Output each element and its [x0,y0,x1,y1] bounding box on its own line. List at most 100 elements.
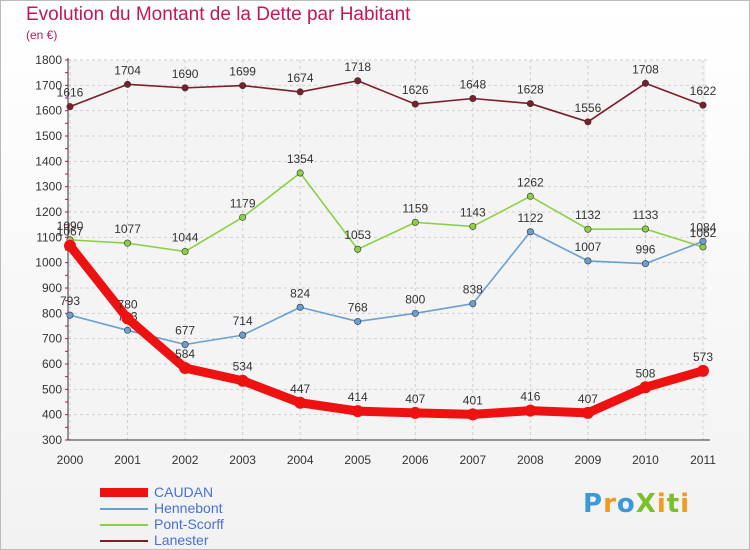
data-point-caudan [524,404,537,417]
legend-swatch-lanester [100,540,148,542]
data-label-lanester: 1699 [229,65,256,79]
data-point-hennebont [411,309,419,317]
x-tick-label: 2011 [690,453,716,467]
data-label-caudan: 401 [463,393,483,407]
y-tick-label: 1300 [35,180,62,194]
y-tick-label: 1700 [35,78,62,92]
data-point-lanester [526,100,534,108]
data-point-pont-scorff [584,225,592,233]
data-label-lanester: 1628 [517,83,544,97]
data-point-hennebont [124,326,132,334]
data-label-caudan: 407 [405,392,425,406]
data-label-hennebont: 1122 [517,211,543,225]
y-tick-label: 1000 [35,256,62,270]
data-label-lanester: 1616 [57,86,84,100]
data-point-pont-scorff [641,225,649,233]
data-label-hennebont: 800 [405,292,425,306]
data-label-hennebont: 793 [60,294,80,308]
data-label-hennebont: 1007 [575,240,602,254]
y-tick-label: 600 [42,357,62,371]
data-point-lanester [181,84,189,92]
data-point-caudan [409,406,422,419]
x-tick-label: 2001 [114,453,141,467]
data-label-caudan: 407 [578,392,598,406]
data-point-pont-scorff [411,218,419,226]
data-point-caudan [351,405,364,418]
data-label-pont-scorff: 1133 [633,208,659,222]
data-point-hennebont [469,300,477,308]
data-point-pont-scorff [469,222,477,230]
data-label-hennebont: 677 [175,323,195,337]
data-point-lanester [124,80,132,88]
x-tick-label: 2008 [517,453,544,467]
data-label-pont-scorff: 1053 [344,228,371,242]
legend: CAUDAN Hennebont Pont-Scorff Lanester [100,484,300,548]
data-label-pont-scorff: 1179 [230,196,256,210]
data-point-caudan [121,312,134,325]
y-tick-label: 1600 [35,104,62,118]
proxiti-logo: ProXiti [583,489,691,519]
y-tick-label: 900 [42,281,62,295]
data-label-lanester: 1674 [287,71,314,85]
data-point-hennebont [699,237,707,245]
series-line-lanester [69,79,704,123]
data-label-caudan: 1067 [57,225,84,239]
data-label-hennebont: 768 [348,300,368,314]
data-label-caudan: 447 [290,382,310,396]
x-tick-label: 2002 [172,453,199,467]
x-tick-label: 2006 [402,453,429,467]
data-point-hennebont [296,303,304,311]
data-label-caudan: 573 [693,350,713,364]
data-point-pont-scorff [354,245,362,253]
legend-label-pont-scorff: Pont-Scorff [154,516,224,532]
data-point-lanester [354,77,362,85]
data-point-hennebont [66,311,74,319]
data-label-pont-scorff: 1077 [114,222,141,236]
data-label-caudan: 416 [520,390,540,404]
data-point-caudan [697,364,709,377]
data-label-hennebont: 838 [463,283,483,297]
data-label-pont-scorff: 1132 [575,208,601,222]
legend-item-caudan: CAUDAN [100,484,300,500]
data-point-pont-scorff [124,239,132,247]
plot-area [68,60,706,440]
data-label-hennebont: 1084 [690,220,717,234]
data-label-caudan: 780 [118,297,138,311]
data-label-caudan: 584 [175,347,195,361]
y-tick-label: 1200 [35,205,62,219]
data-point-pont-scorff [181,248,189,256]
y-tick-label: 1400 [35,154,62,168]
data-point-caudan [581,406,594,419]
data-point-lanester [239,82,247,90]
chart-title: Evolution du Montant de la Dette par Hab… [26,4,411,25]
unit-label: (en €) [26,28,58,42]
data-point-lanester [699,101,707,109]
data-label-pont-scorff: 1044 [172,231,199,245]
y-tick-label: 400 [42,408,62,422]
data-label-caudan: 534 [233,360,253,374]
data-point-hennebont [239,331,247,339]
legend-swatch-caudan [100,488,148,497]
data-point-lanester [66,103,74,111]
y-tick-label: 1100 [36,230,62,244]
data-point-lanester [584,118,592,126]
legend-item-hennebont: Hennebont [100,500,300,516]
data-point-caudan [64,239,76,252]
data-label-pont-scorff: 1354 [287,152,314,166]
series-line-hennebont [69,230,704,346]
data-point-lanester [469,95,477,103]
data-point-hennebont [584,257,592,265]
data-label-caudan: 414 [348,390,368,404]
data-label-pont-scorff: 1090 [57,219,84,233]
legend-label-caudan: CAUDAN [154,484,214,500]
data-label-hennebont: 996 [635,243,655,257]
x-tick-label: 2007 [459,453,486,467]
data-label-lanester: 1648 [459,78,486,92]
data-point-pont-scorff [526,192,534,200]
data-point-caudan [639,381,652,394]
data-label-lanester: 1622 [690,84,717,98]
legend-swatch-pont-scorff [100,524,148,526]
y-tick-label: 500 [42,382,62,396]
data-point-hennebont [354,317,362,325]
